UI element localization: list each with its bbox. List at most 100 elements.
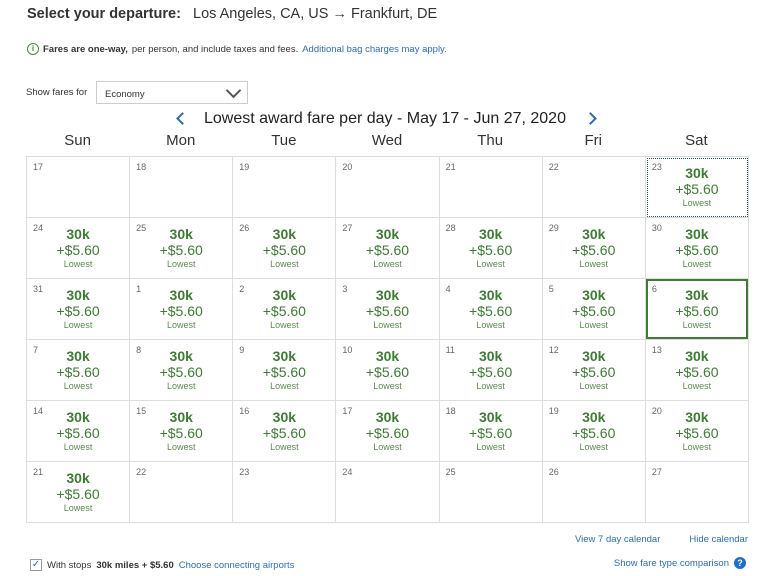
fare-miles: 30k xyxy=(272,348,297,364)
fare-tax: +$5.60 xyxy=(365,425,410,441)
calendar-day[interactable]: 6 30k +$5.60 Lowest xyxy=(645,279,749,340)
fare-miles: 30k xyxy=(582,409,606,425)
calendar-day[interactable]: 13 30k +$5.60 Lowest xyxy=(645,340,749,401)
calendar-day[interactable]: 20 30k +$5.60 Lowest xyxy=(645,401,749,462)
day-fare: 30k +$5.60 Lowest xyxy=(27,226,129,270)
fare-tag: Lowest xyxy=(373,381,402,391)
day-number: 31 xyxy=(33,284,44,294)
calendar-day[interactable]: 21 30k +$5.60 Lowest xyxy=(27,462,131,523)
day-fare: 30k +$5.60 Lowest xyxy=(440,409,542,453)
calendar-day[interactable]: 3 30k +$5.60 Lowest xyxy=(336,279,440,340)
day-number: 27 xyxy=(651,467,662,477)
day-fare: 30k +$5.60 Lowest xyxy=(233,348,335,392)
fare-tax: +$5.60 xyxy=(159,242,203,258)
calendar-day[interactable]: 9 30k +$5.60 Lowest xyxy=(233,340,337,401)
fare-miles: 30k xyxy=(685,287,709,303)
fare-tax: +$5.60 xyxy=(56,364,100,380)
calendar-day: 19 xyxy=(233,157,337,218)
day-number: 4 xyxy=(445,284,451,294)
calendar-day[interactable]: 2 30k +$5.60 Lowest xyxy=(233,279,337,340)
day-number: 1 xyxy=(136,284,142,294)
fare-miles: 30k xyxy=(685,165,709,181)
fare-miles: 30k xyxy=(66,470,90,486)
weekday-fri: Fri xyxy=(584,132,603,149)
weekday-sat: Sat xyxy=(685,132,708,149)
fare-class-select[interactable]: Economy xyxy=(96,81,248,104)
day-number: 23 xyxy=(239,467,250,477)
calendar-day[interactable]: 4 30k +$5.60 Lowest xyxy=(439,279,543,340)
stops-row: ✓ With stops 30k miles + $5.60 Choose co… xyxy=(30,559,294,571)
hide-calendar-link[interactable]: Hide calendar xyxy=(689,534,748,545)
calendar-day[interactable]: 11 30k +$5.60 Lowest xyxy=(439,340,543,401)
day-number: 29 xyxy=(548,223,559,233)
fare-miles: 30k xyxy=(582,226,606,242)
calendar-day[interactable]: 10 30k +$5.60 Lowest xyxy=(336,340,440,401)
fare-miles: 30k xyxy=(375,409,400,425)
calendar-day[interactable]: 24 30k +$5.60 Lowest xyxy=(27,218,131,279)
fare-miles: 30k xyxy=(66,348,90,364)
fare-tax: +$5.60 xyxy=(675,181,719,197)
fare-tag: Lowest xyxy=(579,381,609,391)
calendar-day: 23 xyxy=(233,462,337,523)
fare-tag: Lowest xyxy=(63,259,93,269)
calendar-grid: 17 18 19 20 21 22 23 30k +$5.60 Lowest 24 30k +$5.60… xyxy=(26,156,749,523)
fare-tag: Lowest xyxy=(682,198,712,208)
day-number: 24 xyxy=(342,467,353,477)
day-fare: 30k +$5.60 Lowest xyxy=(440,226,542,270)
calendar-title: Lowest award fare per day - May 17 - Jun… xyxy=(204,110,566,127)
calendar-day[interactable]: 25 30k +$5.60 Lowest xyxy=(130,218,234,279)
calendar-day[interactable]: 1 30k +$5.60 Lowest xyxy=(130,279,234,340)
day-fare: 30k +$5.60 Lowest xyxy=(233,409,335,453)
day-fare: 30k +$5.60 Lowest xyxy=(646,165,748,209)
fare-miles: 30k xyxy=(375,348,400,364)
fare-miles: 30k xyxy=(272,287,297,303)
calendar-day[interactable]: 31 30k +$5.60 Lowest xyxy=(27,279,131,340)
day-number: 18 xyxy=(445,406,456,416)
fare-comparison-link[interactable]: Show fare type comparison xyxy=(613,557,729,569)
with-stops-checkbox[interactable]: ✓ xyxy=(30,559,42,571)
bag-charges-link[interactable]: Additional bag charges may apply. xyxy=(302,43,447,55)
day-fare: 30k +$5.60 Lowest xyxy=(130,226,232,270)
help-icon[interactable]: ? xyxy=(734,557,746,569)
with-stops-label: With stops xyxy=(47,559,92,571)
calendar-day[interactable]: 30 30k +$5.60 Lowest xyxy=(645,218,749,279)
calendar-day: 22 xyxy=(130,462,234,523)
fare-class-value: Economy xyxy=(105,89,145,100)
fare-tag: Lowest xyxy=(166,381,196,391)
calendar-day[interactable]: 16 30k +$5.60 Lowest xyxy=(233,401,337,462)
day-fare: 30k +$5.60 Lowest xyxy=(130,348,232,392)
fare-tax: +$5.60 xyxy=(572,242,616,258)
calendar-day[interactable]: 14 30k +$5.60 Lowest xyxy=(27,401,131,462)
calendar-day[interactable]: 5 30k +$5.60 Lowest xyxy=(542,279,646,340)
day-fare: 30k +$5.60 Lowest xyxy=(27,348,129,392)
fare-tag: Lowest xyxy=(373,320,402,330)
route: Los Angeles, CA, US → Frankfurt, DE xyxy=(193,6,438,22)
day-fare: 30k +$5.60 Lowest xyxy=(130,287,232,331)
day-fare: 30k +$5.60 Lowest xyxy=(130,409,232,453)
calendar-day[interactable]: 23 30k +$5.60 Lowest xyxy=(645,157,749,218)
day-number: 13 xyxy=(651,345,662,355)
calendar-day[interactable]: 8 30k +$5.60 Lowest xyxy=(130,340,234,401)
calendar-day: 17 xyxy=(27,157,131,218)
view-7-day-link[interactable]: View 7 day calendar xyxy=(574,534,661,545)
fare-miles: 30k xyxy=(169,226,193,242)
day-number: 20 xyxy=(342,162,353,172)
fare-miles: 30k xyxy=(478,348,503,364)
connecting-airports-link[interactable]: Choose connecting airports xyxy=(178,559,295,571)
calendar-day[interactable]: 29 30k +$5.60 Lowest xyxy=(542,218,646,279)
calendar-day[interactable]: 26 30k +$5.60 Lowest xyxy=(233,218,337,279)
weekday-mon: Mon xyxy=(166,132,196,149)
fare-tag: Lowest xyxy=(682,320,712,330)
calendar-day: 20 xyxy=(336,157,440,218)
calendar-day[interactable]: 17 30k +$5.60 Lowest xyxy=(336,401,440,462)
calendar-day: 22 xyxy=(542,157,646,218)
calendar-day[interactable]: 28 30k +$5.60 Lowest xyxy=(439,218,543,279)
calendar-day[interactable]: 19 30k +$5.60 Lowest xyxy=(542,401,646,462)
day-fare: 30k +$5.60 Lowest xyxy=(646,348,748,392)
calendar-day[interactable]: 15 30k +$5.60 Lowest xyxy=(130,401,234,462)
compare-row: Show fare type comparison ? xyxy=(614,557,746,569)
calendar-day[interactable]: 18 30k +$5.60 Lowest xyxy=(439,401,543,462)
calendar-day[interactable]: 7 30k +$5.60 Lowest xyxy=(27,340,131,401)
calendar-day[interactable]: 27 30k +$5.60 Lowest xyxy=(336,218,440,279)
calendar-day[interactable]: 12 30k +$5.60 Lowest xyxy=(542,340,646,401)
